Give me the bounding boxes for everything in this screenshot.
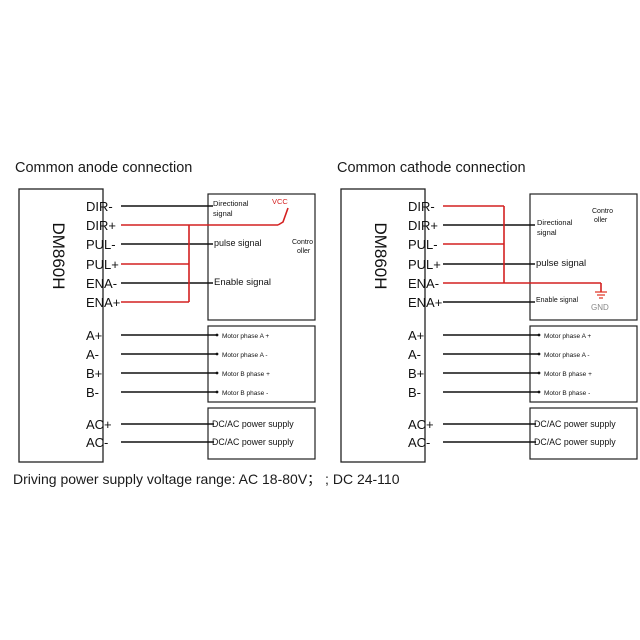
- left-motor-terminal-dot: [215, 371, 219, 375]
- right-motor-terminal-dot: [537, 333, 541, 337]
- right-motor-terminal-dot: [537, 371, 541, 375]
- right-directional-label: Directional: [537, 218, 573, 227]
- left-controller-label-2: oller: [297, 248, 311, 255]
- right-terminal-a-minus: A-: [408, 347, 421, 362]
- left-pulse-label: pulse signal: [214, 238, 262, 248]
- right-motor-terminal-dot: [537, 352, 541, 356]
- right-terminal-a-minusplus: A+: [408, 328, 424, 343]
- left-vcc-label: VCC: [272, 197, 288, 206]
- left-motor-label-3: Motor B phase +: [222, 371, 270, 378]
- right-gnd-label: GND: [591, 303, 609, 312]
- right-terminal-dir-minus: DIR-: [408, 199, 435, 214]
- left-terminal-a-minusplus: A+: [86, 328, 102, 343]
- right-motor-label-3: Motor B phase +: [544, 371, 592, 378]
- right-controller-label: Contro: [592, 208, 613, 215]
- left-driver-box: [18, 188, 104, 463]
- left-title: Common anode connection: [15, 160, 193, 176]
- right-terminal-ena-minusplus: ENA+: [408, 295, 442, 310]
- left-power-label-1: DC/AC power supply: [212, 419, 294, 429]
- voltage-range-note: Driving power supply voltage range: AC 1…: [13, 471, 400, 487]
- left-controller-label: Contro: [292, 239, 313, 246]
- left-driver-label: DM860H: [49, 222, 68, 289]
- left-terminal-b-minusplus: B+: [86, 366, 102, 381]
- right-directional-label-2: signal: [537, 228, 557, 237]
- right-motor-label-4: Motor B phase -: [544, 390, 590, 397]
- right-motor-terminal-dot: [537, 390, 541, 394]
- left-motor-label-4: Motor B phase -: [222, 390, 268, 397]
- left-motor-terminal-dot: [215, 333, 219, 337]
- left-power-box: [207, 407, 316, 460]
- right-terminal-ac-minusplus: AC+: [408, 417, 434, 432]
- left-motor-terminal-dot: [215, 390, 219, 394]
- left-terminal-ena-minus: ENA-: [86, 276, 117, 291]
- right-motor-box: [529, 325, 638, 403]
- right-motor-label-1: Motor phase A +: [544, 333, 591, 340]
- left-terminal-ena-minusplus: ENA+: [86, 295, 120, 310]
- left-vcc-lead: [277, 207, 289, 226]
- left-motor-terminal-dot: [215, 352, 219, 356]
- right-terminal-b-minus: B-: [408, 385, 421, 400]
- left-motor-label-2: Motor phase A -: [222, 352, 268, 359]
- right-power-label-2: DC/AC power supply: [534, 437, 616, 447]
- right-controller-label-2: oller: [594, 217, 608, 224]
- left-terminal-ac-minus: AC-: [86, 435, 108, 450]
- left-motor-box: [207, 325, 316, 403]
- left-enable-label: Enable signal: [214, 277, 271, 288]
- left-terminal-pul-minus: PUL-: [86, 237, 116, 252]
- left-terminal-dir-minus: DIR-: [86, 199, 113, 214]
- left-motor-label-1: Motor phase A +: [222, 333, 269, 340]
- left-terminal-pul-minusplus: PUL+: [86, 257, 119, 272]
- right-terminal-pul-minus: PUL-: [408, 237, 438, 252]
- left-directional-label: Directional: [213, 199, 249, 208]
- left-terminal-b-minus: B-: [86, 385, 99, 400]
- right-enable-label: Enable signal: [536, 297, 578, 304]
- right-power-box: [529, 407, 638, 460]
- right-driver-label: DM860H: [371, 222, 390, 289]
- left-power-label-2: DC/AC power supply: [212, 437, 294, 447]
- right-pulse-label: pulse signal: [536, 258, 586, 269]
- right-driver-box: [340, 188, 426, 463]
- right-terminal-dir-minusplus: DIR+: [408, 218, 438, 233]
- right-terminal-b-minusplus: B+: [408, 366, 424, 381]
- right-terminal-ac-minus: AC-: [408, 435, 430, 450]
- left-controller-box: [207, 193, 316, 321]
- right-motor-label-2: Motor phase A -: [544, 352, 590, 359]
- right-power-label-1: DC/AC power supply: [534, 419, 616, 429]
- left-terminal-dir-minusplus: DIR+: [86, 218, 116, 233]
- right-title: Common cathode connection: [337, 160, 526, 176]
- left-terminal-ac-minusplus: AC+: [86, 417, 112, 432]
- right-terminal-pul-minusplus: PUL+: [408, 257, 441, 272]
- right-terminal-ena-minus: ENA-: [408, 276, 439, 291]
- left-terminal-a-minus: A-: [86, 347, 99, 362]
- right-controller-box: [529, 193, 638, 321]
- left-directional-label-2: signal: [213, 209, 233, 218]
